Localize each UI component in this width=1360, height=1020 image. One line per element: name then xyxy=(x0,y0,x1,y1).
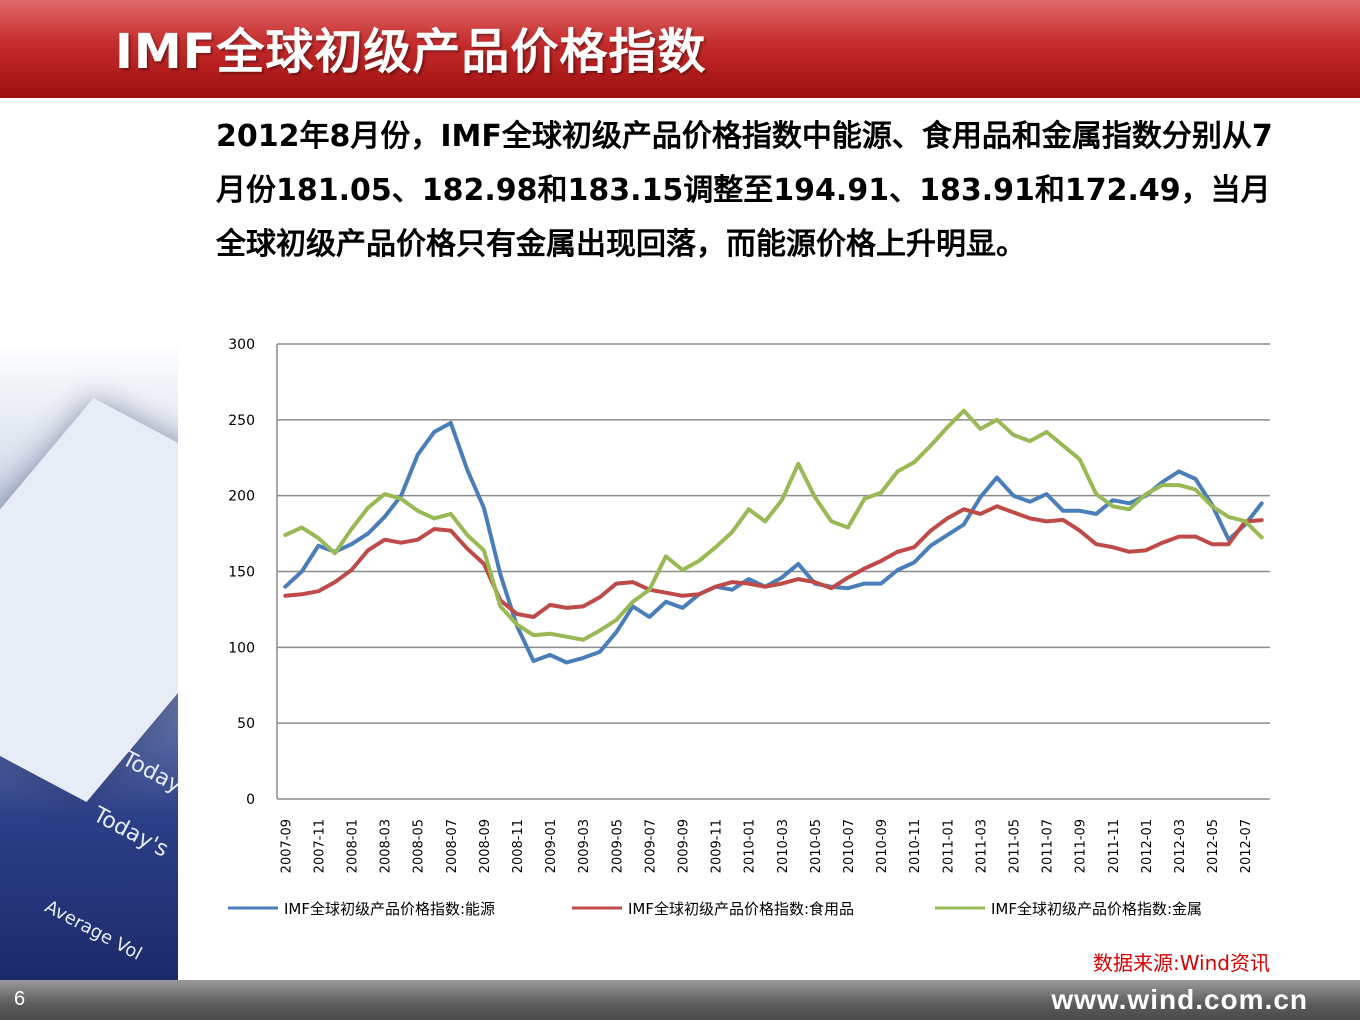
x-tick-label: 2011-07 xyxy=(1041,819,1056,873)
x-tick-label: 2008-05 xyxy=(412,819,427,873)
y-tick-label: 250 xyxy=(228,413,255,429)
ticker-text-deco: Average Vol xyxy=(41,896,146,965)
title-bar: IMF全球初级产品价格指数 xyxy=(0,0,1360,98)
x-tick-label: 2008-01 xyxy=(345,819,360,873)
x-tick-label: 2012-05 xyxy=(1206,819,1221,873)
y-tick-label: 300 xyxy=(228,337,255,353)
screen-graphic xyxy=(0,398,178,802)
x-tick-label: 2009-03 xyxy=(577,819,592,873)
stock-screen-photo: Today Today's Average Vol xyxy=(0,340,178,980)
legend-entry: IMF全球初级产品价格指数:食用品 xyxy=(628,900,854,918)
y-tick-label: 200 xyxy=(228,489,255,505)
x-tick-label: 2011-03 xyxy=(974,819,989,873)
slide-title: IMF全球初级产品价格指数 xyxy=(115,24,707,80)
x-tick-label: 2011-11 xyxy=(1107,819,1122,873)
price-index-line-chart: 0 50 100 150 200 250 300 2007-09 2007-11 2008-01 2… xyxy=(228,337,1270,918)
legend-entry: IMF全球初级产品价格指数:能源 xyxy=(284,900,495,918)
x-tick-label: 2010-11 xyxy=(908,819,923,873)
x-tick-label: 2012-03 xyxy=(1173,819,1188,873)
page-number: 6 xyxy=(14,988,26,1010)
footer-bar: 6 www.wind.com.cn xyxy=(0,980,1360,1020)
ticker-text-deco: Today's xyxy=(88,802,173,863)
series-line-3 xyxy=(283,408,1264,642)
x-tick-label: 2008-07 xyxy=(445,819,460,873)
x-tick-label: 2010-05 xyxy=(809,819,824,873)
x-tick-label: 2007-09 xyxy=(279,819,294,873)
summary-paragraph: 2012年8月份，IMF全球初级产品价格指数中能源、食用品和金属指数分别从7月份… xyxy=(216,119,1273,262)
x-tick-label: 2011-01 xyxy=(941,819,956,873)
y-tick-label: 0 xyxy=(246,792,255,808)
x-tick-label: 2008-09 xyxy=(478,819,493,873)
x-tick-label: 2007-11 xyxy=(312,819,327,873)
y-tick-label: 100 xyxy=(228,640,255,656)
x-tick-label: 2011-05 xyxy=(1007,819,1022,873)
x-tick-label: 2010-07 xyxy=(842,819,857,873)
data-source-note: 数据来源:Wind资讯 xyxy=(1092,951,1270,975)
x-tick-label: 2012-07 xyxy=(1239,819,1254,873)
x-tick-label: 2009-11 xyxy=(710,819,725,873)
series-line-2 xyxy=(283,504,1264,619)
x-tick-label: 2009-05 xyxy=(610,819,625,873)
ticker-text-deco: Today xyxy=(117,746,178,799)
series-line-1 xyxy=(283,420,1264,665)
x-tick-label: 2009-01 xyxy=(544,819,559,873)
y-tick-label: 50 xyxy=(237,716,255,732)
x-tick-label: 2008-03 xyxy=(379,819,394,873)
x-tick-label: 2008-11 xyxy=(511,819,526,873)
website-url: www.wind.com.cn xyxy=(1051,984,1308,1015)
x-tick-label: 2009-07 xyxy=(643,819,658,873)
x-tick-label: 2009-09 xyxy=(676,819,691,873)
x-tick-label: 2010-03 xyxy=(776,819,791,873)
legend-entry: IMF全球初级产品价格指数:金属 xyxy=(991,900,1202,918)
x-tick-label: 2011-09 xyxy=(1074,819,1089,873)
x-tick-label: 2010-09 xyxy=(875,819,890,873)
x-tick-label: 2012-01 xyxy=(1140,819,1155,873)
x-tick-label: 2010-01 xyxy=(743,819,758,873)
y-tick-label: 150 xyxy=(228,565,255,581)
